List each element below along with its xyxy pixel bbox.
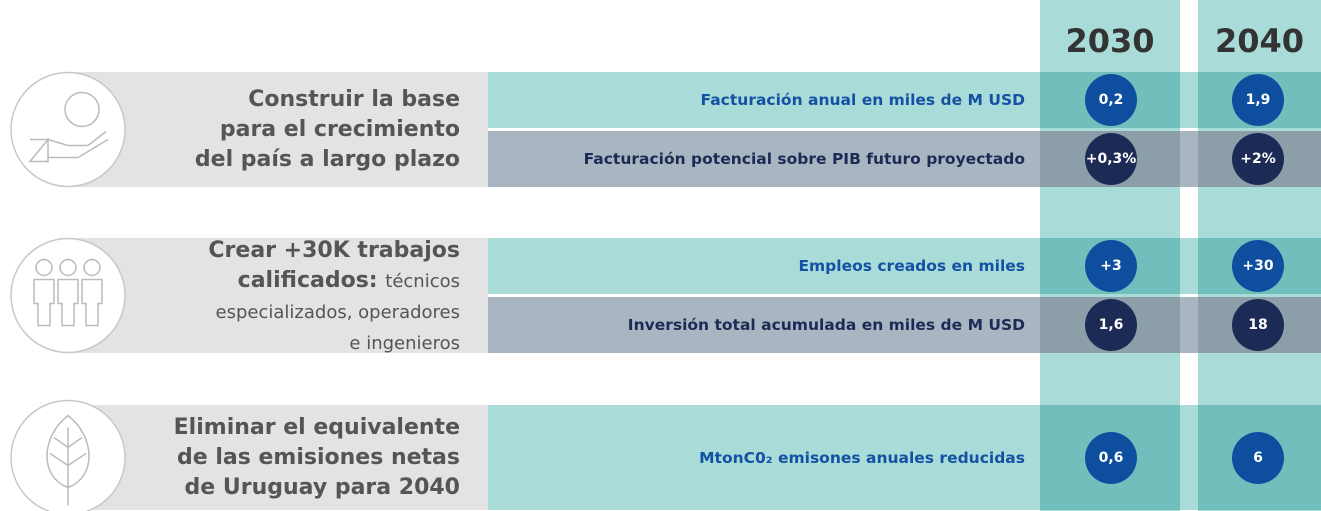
title-text: Crear +30K trabajos (208, 237, 460, 263)
icon-part (46, 414, 90, 506)
icon-part (10, 237, 126, 354)
title-text: del país a largo plazo (194, 146, 460, 172)
detail-text: técnicos (385, 270, 460, 292)
title-text: de las emisiones netas (177, 444, 460, 470)
row-label: MtonC0₂ emisones anuales reducidas (699, 448, 1025, 467)
value-badge: 0,2 (1085, 74, 1137, 126)
title-text: Construir la base (248, 86, 460, 112)
title-line: del país a largo plazo (195, 145, 460, 175)
column-header: 2030 (1065, 22, 1155, 60)
value-badge: +2% (1232, 133, 1284, 185)
icon-part (83, 258, 101, 277)
section-band (60, 405, 488, 510)
title-line: de las emisiones netas (174, 443, 460, 473)
section-title: Crear +30K trabajos calificados: técnicos… (208, 236, 460, 359)
row-label: Facturación anual en miles de M USD (700, 91, 1025, 109)
detail-line: especializados, operadores (208, 297, 460, 328)
icon-part (64, 91, 100, 128)
icons (10, 71, 126, 511)
detail-line: e ingenieros (208, 328, 460, 359)
title-text: de Uruguay para 2040 (184, 474, 460, 500)
title-line: calificados: técnicos (208, 266, 460, 297)
title-text: Eliminar el equivalente (173, 414, 460, 440)
icon-part (59, 258, 77, 277)
value-badge: 1,6 (1085, 299, 1137, 351)
title-line: de Uruguay para 2040 (174, 473, 460, 503)
row-band (488, 131, 1321, 187)
section-band (60, 238, 488, 353)
icon-part (33, 278, 55, 327)
value-badge: 6 (1232, 431, 1284, 484)
icon-part (35, 258, 53, 277)
section-title: Eliminar el equivalente de las emisiones … (174, 413, 460, 503)
detail-text: e ingenieros (349, 332, 460, 354)
row-band (488, 238, 1321, 294)
title-line: Construir la base (195, 85, 460, 115)
title-line: Eliminar el equivalente (174, 413, 460, 443)
value-badge: +0,3% (1085, 133, 1137, 185)
row-band (488, 405, 1321, 510)
row-label: Facturación potencial sobre PIB futuro p… (583, 150, 1025, 168)
value-badge: 1,9 (1232, 74, 1284, 126)
value-badge: 0,6 (1085, 431, 1137, 484)
title-line: Crear +30K trabajos (208, 236, 460, 266)
detail-text: especializados, operadores (215, 301, 460, 323)
title-line: para el crecimiento (195, 115, 460, 145)
value-badge: +3 (1085, 240, 1137, 292)
section-band (60, 72, 488, 187)
icon-part (81, 278, 103, 327)
row-band (488, 297, 1321, 353)
row-band (488, 72, 1321, 128)
column-header: 2040 (1214, 22, 1305, 60)
section-title: Construir la base para el crecimiento del … (195, 85, 460, 175)
icon-part (10, 71, 126, 188)
icon-part (28, 130, 109, 163)
row-label: Empleos creados en miles (798, 257, 1025, 275)
title-text: calificados: (237, 267, 378, 293)
row-label: Inversión total acumulada en miles de M … (627, 316, 1025, 334)
value-badge: 18 (1232, 299, 1284, 351)
value-badge: +30 (1232, 240, 1284, 292)
icon-part (57, 278, 79, 327)
title-text: para el crecimiento (219, 116, 460, 142)
